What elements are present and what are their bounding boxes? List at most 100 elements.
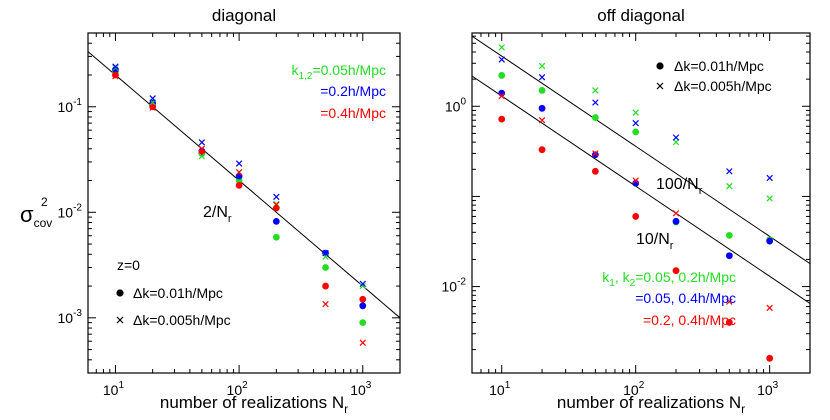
left-x-tick-exp: 2 — [242, 380, 248, 391]
right-point-cross — [632, 177, 639, 184]
right-point-dot — [538, 146, 546, 154]
right-point-cross-b — [672, 138, 680, 146]
right-x-axis-label-main: number of realizations N — [557, 393, 741, 412]
right-x-tick-label: 101 — [489, 380, 511, 398]
left-point-cross — [198, 139, 206, 146]
left-k-legend-value: =0.4h/Mpc — [320, 105, 386, 121]
left-plot-frame — [87, 32, 401, 374]
right-x-axis-label-sub: r — [741, 402, 745, 416]
right-x-tick-exp: 1 — [505, 380, 511, 391]
left-point-cross — [149, 95, 156, 102]
left-point-dot — [272, 217, 280, 225]
right-k-legend-value: =0.2, 0.4h/Mpc — [643, 312, 736, 328]
right-point-dot — [725, 319, 733, 326]
right-x-tick-exp: 2 — [639, 380, 645, 391]
right-plot-frame — [471, 32, 811, 374]
right-point-cross — [592, 150, 599, 157]
left-point-cross — [112, 63, 119, 70]
right-point-cross — [632, 109, 639, 116]
right-point-cross-b — [592, 87, 599, 94]
left-x-tick-label: 102 — [227, 380, 249, 398]
right-point-cross-b — [726, 168, 733, 175]
left-legend-marker-label: Δk=0.005h/Mpc — [133, 312, 231, 328]
left-point-cross — [359, 280, 366, 288]
left-point-cross — [359, 339, 366, 347]
right-point-cross-b — [672, 134, 680, 141]
left-y-tick-exp: -3 — [73, 308, 82, 319]
right-point-cross-b — [672, 210, 680, 217]
right-legend-marker-label: Δk=0.01h/Mpc — [674, 58, 764, 74]
left-y-tick-label: 10-3 — [58, 308, 83, 326]
right-point-cross — [632, 119, 639, 127]
right-y-tick-base: 10 — [442, 279, 458, 295]
left-chart-title: diagonal — [212, 6, 276, 25]
right-point-cross-b — [538, 117, 546, 124]
right-point-dot — [672, 267, 680, 275]
left-point-cross-b — [273, 193, 280, 201]
left-x-tick-base: 10 — [103, 382, 119, 398]
right-k-legend-1: k1, k2=0.05, 0.2h/Mpc — [602, 269, 736, 289]
right-point-dot — [538, 104, 546, 112]
right-point-cross — [498, 56, 505, 63]
left-x-tick-exp: 3 — [366, 380, 372, 391]
right-k-legend-value: , k — [615, 269, 631, 285]
left-x-axis-label: number of realizations Nr — [160, 393, 348, 416]
right-point-cross — [672, 210, 680, 217]
left-point-cross-b — [198, 139, 206, 146]
left-k-legend-symbol: k — [292, 62, 300, 78]
right-point-cross — [726, 182, 733, 190]
right-line-label-sub: r — [699, 185, 703, 197]
left-line-label: 2/Nr — [203, 204, 232, 225]
right-point-cross-b — [498, 44, 505, 51]
left-point-dot — [198, 148, 206, 156]
right-y-tick-label: 100 — [445, 96, 467, 114]
right-k-legend-symbol: k — [602, 269, 610, 285]
left-k-legend-1: k1,2=0.05h/Mpc — [292, 62, 386, 82]
right-point-cross — [538, 62, 546, 70]
left-point-dot — [272, 233, 280, 241]
right-x-tick-base: 10 — [489, 382, 505, 398]
right-y-tick-exp: -2 — [457, 277, 466, 288]
left-point-cross — [149, 104, 156, 111]
right-x-tick-label: 103 — [757, 380, 779, 398]
left-point-cross — [198, 152, 206, 160]
left-y-axis-label-sub: cov — [34, 216, 53, 230]
right-line-label-2: 10/Nr — [636, 231, 674, 252]
right-point-cross — [592, 87, 599, 94]
left-guide-line-1 — [88, 51, 400, 319]
right-point-dot — [498, 115, 506, 123]
left-point-dot — [359, 319, 367, 327]
right-x-axis-label: number of realizations Nr — [557, 393, 745, 416]
left-point-cross — [198, 145, 206, 152]
right-legend-marker-label: Δk=0.005h/Mpc — [674, 78, 772, 94]
right-point-dot — [498, 72, 506, 79]
right-guide-line-1 — [472, 35, 810, 264]
right-point-cross-b — [632, 109, 639, 116]
right-point-dot — [591, 167, 599, 175]
right-point-cross — [726, 298, 733, 305]
right-guide-line-2 — [472, 75, 810, 304]
left-point-dot — [359, 302, 367, 310]
left-point-dot — [359, 295, 367, 303]
right-x-tick-exp: 3 — [773, 380, 779, 391]
right-point-cross-b — [592, 150, 599, 157]
right-point-dot — [591, 114, 599, 121]
left-y-axis-label-sup: 2 — [41, 195, 48, 209]
right-point-cross-b — [538, 62, 546, 70]
left-legend-marker-label: Δk=0.01h/Mpc — [133, 285, 223, 301]
right-point-dot — [632, 128, 640, 136]
left-legend-cross-b — [116, 316, 124, 324]
left-point-cross-b — [112, 63, 119, 70]
left-point-cross — [112, 64, 119, 71]
right-point-cross — [498, 92, 505, 100]
right-point-cross — [592, 99, 599, 106]
left-point-cross-b — [235, 168, 243, 176]
right-k-legend-value2: =0.05, 0.2h/Mpc — [635, 269, 736, 285]
left-y-tick-base: 10 — [58, 99, 74, 115]
right-k-legend-sub2: 2 — [630, 278, 636, 289]
left-x-tick-base: 10 — [227, 382, 243, 398]
right-point-cross-b — [766, 174, 773, 182]
right-point-cross-b — [592, 99, 599, 106]
left-k-legend-value: =0.2h/Mpc — [320, 83, 386, 99]
